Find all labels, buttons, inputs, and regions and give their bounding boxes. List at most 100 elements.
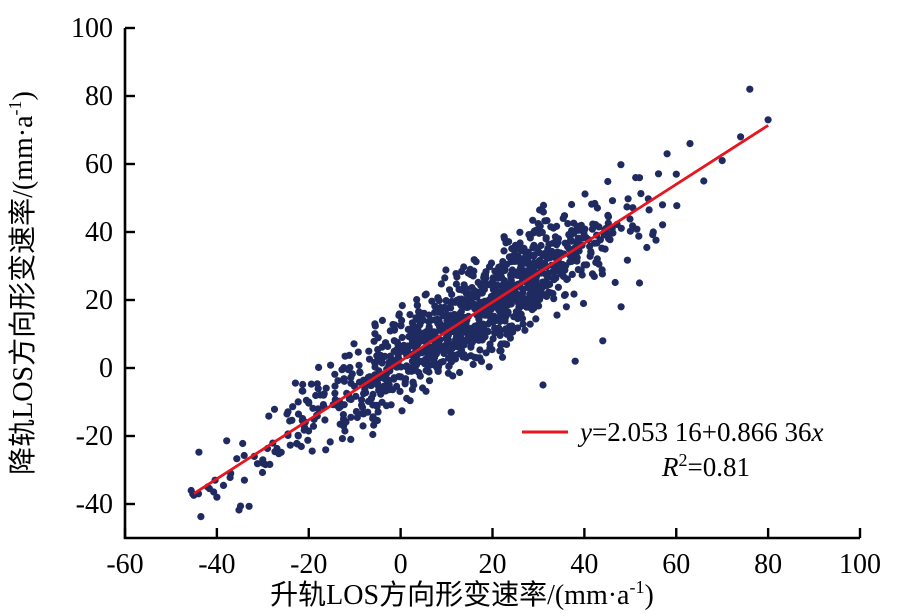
scatter-point	[452, 270, 460, 278]
scatter-point	[626, 227, 635, 235]
scatter-point	[433, 339, 441, 347]
scatter-point	[240, 451, 248, 460]
scatter-point	[451, 351, 459, 359]
scatter-point	[370, 421, 378, 429]
scatter-point	[322, 446, 330, 454]
scatter-point	[529, 294, 537, 302]
scatter-point	[624, 195, 632, 203]
scatter-point	[397, 322, 405, 330]
scatter-point	[553, 222, 561, 230]
scatter-point	[568, 200, 576, 209]
scatter-point	[524, 267, 532, 275]
scatter-point	[626, 215, 634, 223]
y-tick-label: 20	[85, 285, 113, 316]
scatter-point	[516, 228, 524, 236]
scatter-point	[314, 385, 322, 393]
scatter-point	[405, 364, 414, 372]
scatter-point	[497, 273, 505, 281]
scatter-point	[539, 381, 547, 389]
scatter-point	[378, 359, 386, 367]
scatter-point	[593, 255, 601, 263]
scatter-point	[635, 232, 643, 240]
scatter-point	[382, 339, 390, 347]
scatter-point	[514, 324, 522, 332]
scatter-point	[447, 408, 455, 416]
scatter-point	[617, 303, 625, 311]
scatter-point	[574, 266, 582, 274]
scatter-point	[559, 214, 567, 222]
scatter-point	[563, 275, 571, 284]
scatter-point	[426, 316, 435, 324]
x-tick-label: -40	[198, 549, 235, 580]
scatter-point	[604, 177, 612, 186]
scatter-point	[511, 268, 519, 276]
scatter-point	[575, 226, 583, 234]
scatter-point	[659, 221, 667, 229]
scatter-point	[358, 396, 366, 404]
scatter-point	[504, 308, 512, 316]
scatter-point	[497, 347, 505, 355]
scatter-point	[623, 256, 632, 264]
scatter-point	[406, 397, 414, 405]
scatter-point	[239, 439, 247, 448]
scatter-point	[371, 320, 379, 328]
scatter-point	[645, 206, 653, 214]
scatter-point	[380, 374, 388, 383]
scatter-point	[544, 269, 553, 277]
scatter-point	[587, 249, 595, 257]
scatter-point	[219, 481, 228, 489]
scatter-point	[532, 315, 540, 323]
scatter-point	[499, 258, 507, 266]
scatter-point	[320, 390, 328, 398]
scatter-point	[737, 133, 745, 141]
scatter-point	[485, 363, 493, 371]
y-axis-ticks: -40 -20 0 20 40 60 80 100	[71, 13, 135, 520]
y-axis-title: 降轨LOS方向形变速率/(mm·a-1)	[5, 91, 39, 475]
scatter-point	[369, 430, 377, 439]
scatter-point	[561, 266, 569, 274]
scatter-point	[557, 249, 565, 257]
scatter-point	[395, 310, 403, 318]
scatter-point	[564, 220, 572, 228]
scatter-point	[259, 456, 267, 464]
scatter-point	[539, 208, 548, 216]
scatter-point	[386, 352, 394, 360]
scatter-point	[301, 423, 309, 431]
scatter-point	[460, 300, 468, 308]
scatter-point	[598, 244, 606, 252]
scatter-point	[298, 387, 306, 395]
scatter-point	[547, 223, 555, 231]
scatter-point	[673, 202, 681, 210]
scatter-point	[506, 334, 514, 342]
scatter-point	[519, 320, 527, 328]
scatter-point	[425, 377, 434, 385]
y-tick-label: 40	[85, 217, 113, 248]
scatter-point	[477, 289, 485, 297]
scatter-point	[402, 346, 410, 354]
scatter-point	[514, 292, 522, 300]
scatter-point	[472, 258, 480, 266]
scatter-point	[355, 361, 363, 369]
scatter-point	[457, 308, 465, 316]
scatter-point	[579, 299, 588, 308]
regression-fit-line	[193, 124, 769, 495]
scatter-point	[476, 346, 484, 354]
scatter-point	[258, 468, 267, 477]
scatter-point	[561, 239, 569, 247]
scatter-point	[502, 239, 510, 247]
scatter-point	[566, 258, 574, 266]
scatter-point	[284, 408, 292, 416]
scatter-point	[654, 170, 663, 178]
scatter-point	[508, 322, 516, 330]
scatter-point	[360, 390, 368, 398]
scatter-point	[458, 267, 466, 275]
scatter-point	[371, 358, 379, 367]
scatter-point	[481, 311, 489, 319]
scatter-point	[581, 225, 589, 233]
scatter-point	[372, 378, 380, 387]
scatter-point	[518, 315, 527, 323]
scatter-point	[542, 235, 550, 243]
scatter-point	[456, 368, 464, 377]
scatter-point	[523, 303, 531, 311]
scatter-point	[571, 357, 579, 365]
